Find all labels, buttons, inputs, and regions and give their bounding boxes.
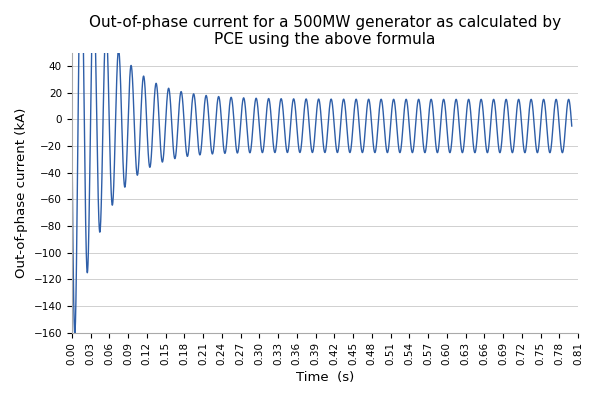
Title: Out-of-phase current for a 500MW generator as calculated by
PCE using the above : Out-of-phase current for a 500MW generat… xyxy=(89,15,561,47)
Y-axis label: Out-of-phase current (kA): Out-of-phase current (kA) xyxy=(15,107,28,278)
X-axis label: Time  (s): Time (s) xyxy=(296,371,354,384)
